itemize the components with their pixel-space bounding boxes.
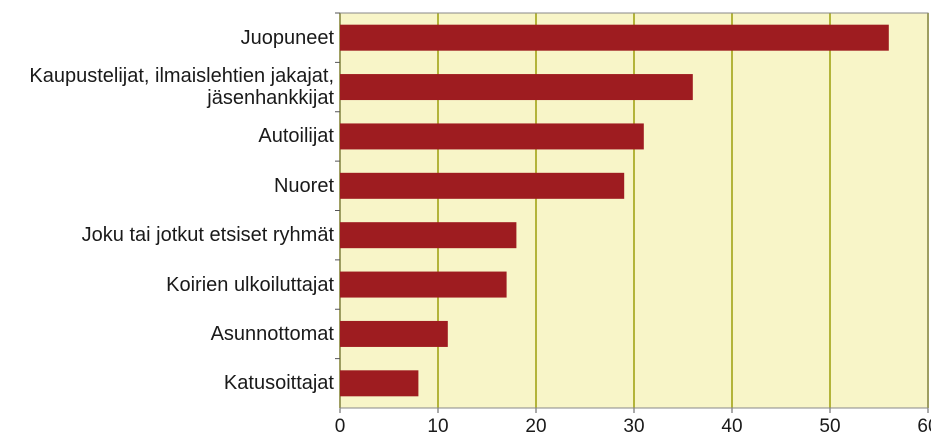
x-tick-label: 50 xyxy=(819,416,840,437)
y-tick-label: Asunnottomat xyxy=(210,322,334,345)
x-tick-label: 60 xyxy=(917,416,931,437)
y-tick-label: Katusoittajat xyxy=(223,372,334,395)
bar xyxy=(340,74,693,101)
x-tick-label: 20 xyxy=(525,416,546,437)
x-tick-label: 30 xyxy=(623,416,644,437)
y-tick-label: Joku tai jotkut etsiset ryhmät xyxy=(81,224,334,247)
x-tick-label: 0 xyxy=(335,416,346,437)
bar xyxy=(340,320,448,347)
bar xyxy=(340,172,625,199)
bar xyxy=(340,271,507,298)
bar xyxy=(340,222,517,249)
x-tick-label: 40 xyxy=(721,416,742,437)
bar xyxy=(340,123,644,150)
y-tick-label: Koirien ulkoiluttajat xyxy=(166,273,334,296)
y-tick-label: Juopuneet xyxy=(240,26,334,49)
y-tick-label: Nuoret xyxy=(273,174,334,197)
y-tick-label: Kaupustelijat, ilmaislehtien jakajat, jä… xyxy=(29,65,334,110)
bar xyxy=(340,24,889,51)
bar xyxy=(340,370,419,397)
x-tick-label: 10 xyxy=(427,416,448,437)
y-tick-label: Autoilijat xyxy=(258,125,334,148)
